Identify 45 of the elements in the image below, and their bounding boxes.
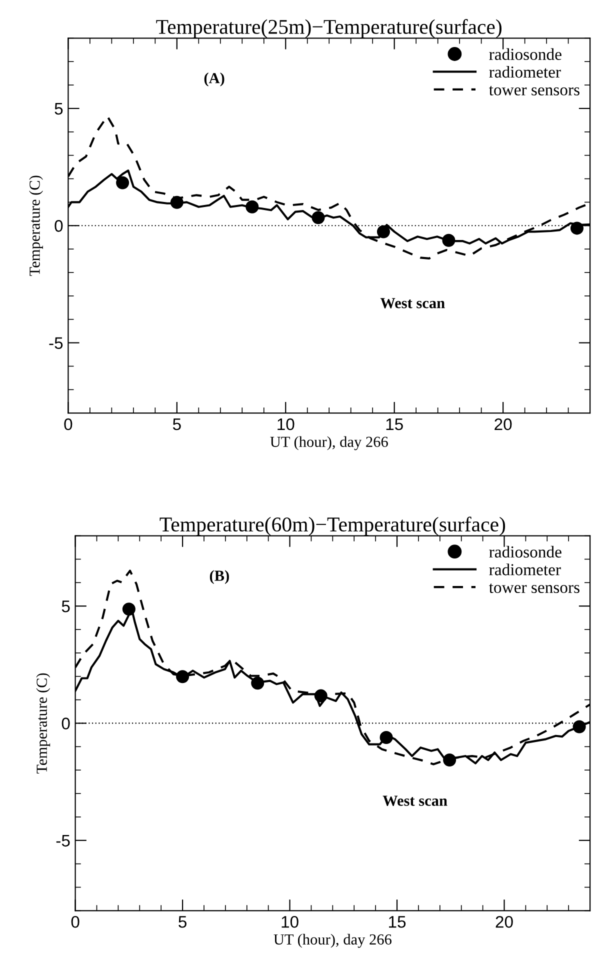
legend-label: radiosonde (489, 546, 562, 558)
x-tick-label: 0 (71, 916, 80, 928)
legend-label: tower sensors (489, 583, 580, 594)
annotation: (B) (210, 570, 229, 584)
y-tick-label: 0 (62, 718, 70, 730)
y-tick-label: 5 (54, 103, 63, 115)
x-axis-title: UT (hour), day 266 (274, 934, 392, 948)
point (176, 670, 190, 684)
annotation: West scan (380, 298, 445, 308)
x-tick-label: 20 (494, 418, 512, 430)
annotation: (A) (204, 72, 224, 86)
point (312, 211, 325, 224)
point (314, 689, 328, 702)
chart-title: Temperature(25m)−Temperature(surface) (156, 19, 502, 38)
legend-label: radiometer (489, 66, 561, 78)
y-tick-label: -5 (56, 834, 70, 847)
point (572, 720, 586, 734)
x-tick-label: 20 (496, 916, 513, 928)
x-tick-label: 15 (386, 418, 403, 430)
chart-title: Temperature(60m)−Temperature(surface) (160, 516, 506, 536)
point (443, 754, 456, 767)
legend-label: radiosonde (489, 48, 562, 60)
point (251, 676, 264, 690)
annotation: West scan (382, 796, 448, 806)
x-axis-title: UT (hour), day 266 (270, 436, 388, 450)
x-tick-label: 10 (282, 916, 298, 928)
point (246, 200, 259, 214)
point (170, 196, 184, 209)
point (116, 176, 130, 190)
x-tick-label: 10 (278, 418, 294, 430)
point (570, 222, 584, 235)
x-tick-label: 15 (389, 916, 406, 928)
point (442, 234, 456, 247)
point (376, 225, 390, 238)
x-tick-label: 5 (172, 418, 181, 430)
point (122, 602, 136, 616)
y-tick-label: 0 (54, 220, 63, 232)
y-tick-label: 5 (62, 600, 70, 612)
x-tick-label: 5 (178, 916, 186, 928)
point (380, 731, 393, 744)
y-axis-title: Temperature (C) (29, 176, 43, 276)
y-axis-title: Temperature (C) (36, 673, 50, 774)
legend-label: tower sensors (489, 86, 580, 96)
legend-label: radiometer (489, 564, 561, 576)
y-tick-label: -5 (49, 337, 63, 349)
